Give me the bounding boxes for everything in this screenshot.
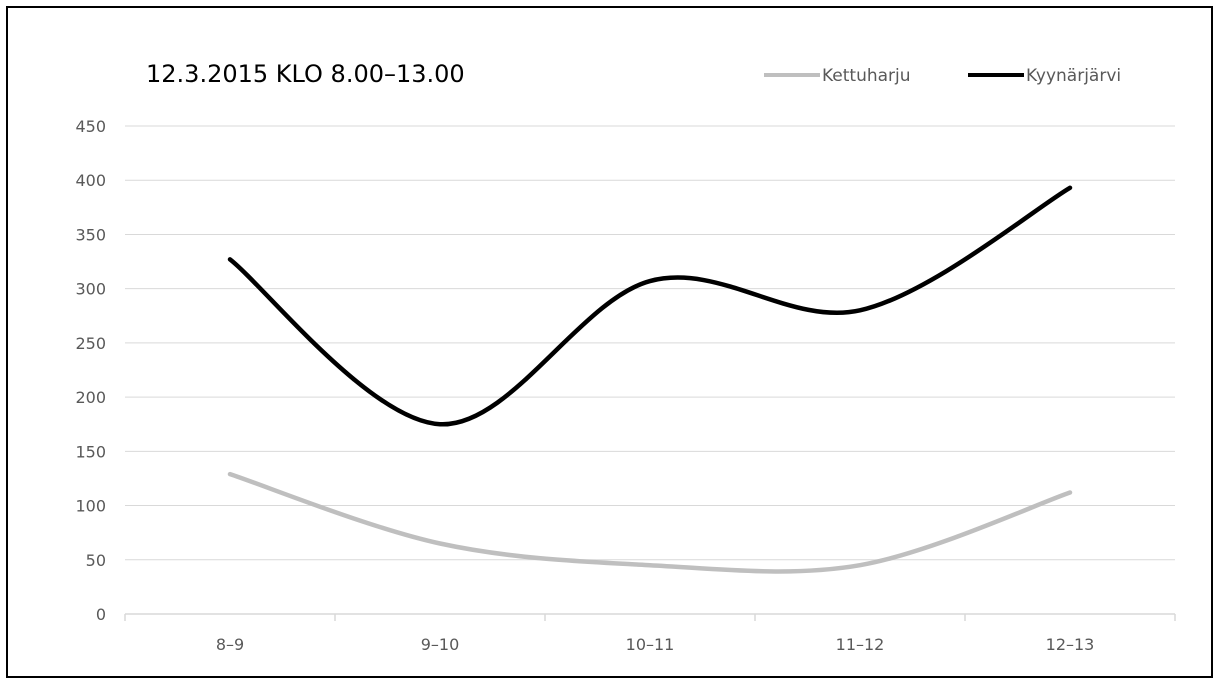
- x-tick-label: 10–11: [626, 635, 675, 654]
- y-tick-label: 450: [75, 117, 106, 136]
- series-line-kyynarjarvi: [227, 185, 1073, 427]
- x-tick-label: 8–9: [216, 635, 244, 654]
- y-tick-label: 300: [75, 280, 106, 299]
- x-tick-label: 11–12: [836, 635, 885, 654]
- y-tick-label: 250: [75, 334, 106, 353]
- series-lines: [227, 185, 1073, 574]
- y-axis-tick-labels: 0 50 100 150 200 250 300 350 400 450: [75, 117, 106, 624]
- chart-title: 12.3.2015 KLO 8.00–13.00: [146, 60, 465, 88]
- legend: Kettuharju Kyynärjärvi: [764, 66, 1121, 86]
- legend-label-kettuharju: Kettuharju: [822, 66, 911, 86]
- x-axis-tick-labels: 8–9 9–10 10–11 11–12 12–13: [216, 635, 1095, 654]
- y-tick-label: 0: [96, 605, 106, 624]
- y-tick-label: 200: [75, 388, 106, 407]
- legend-label-kyynarjarvi: Kyynärjärvi: [1026, 66, 1121, 86]
- y-tick-label: 150: [75, 442, 106, 461]
- x-tick-label: 9–10: [421, 635, 460, 654]
- chart-frame: [6, 6, 1213, 678]
- series-line-kettuharju: [227, 471, 1073, 574]
- y-tick-label: 50: [86, 551, 106, 570]
- y-tick-label: 400: [75, 171, 106, 190]
- x-axis: [124, 613, 1176, 621]
- y-tick-label: 100: [75, 497, 106, 516]
- y-tick-label: 350: [75, 225, 106, 244]
- x-tick-label: 12–13: [1046, 635, 1095, 654]
